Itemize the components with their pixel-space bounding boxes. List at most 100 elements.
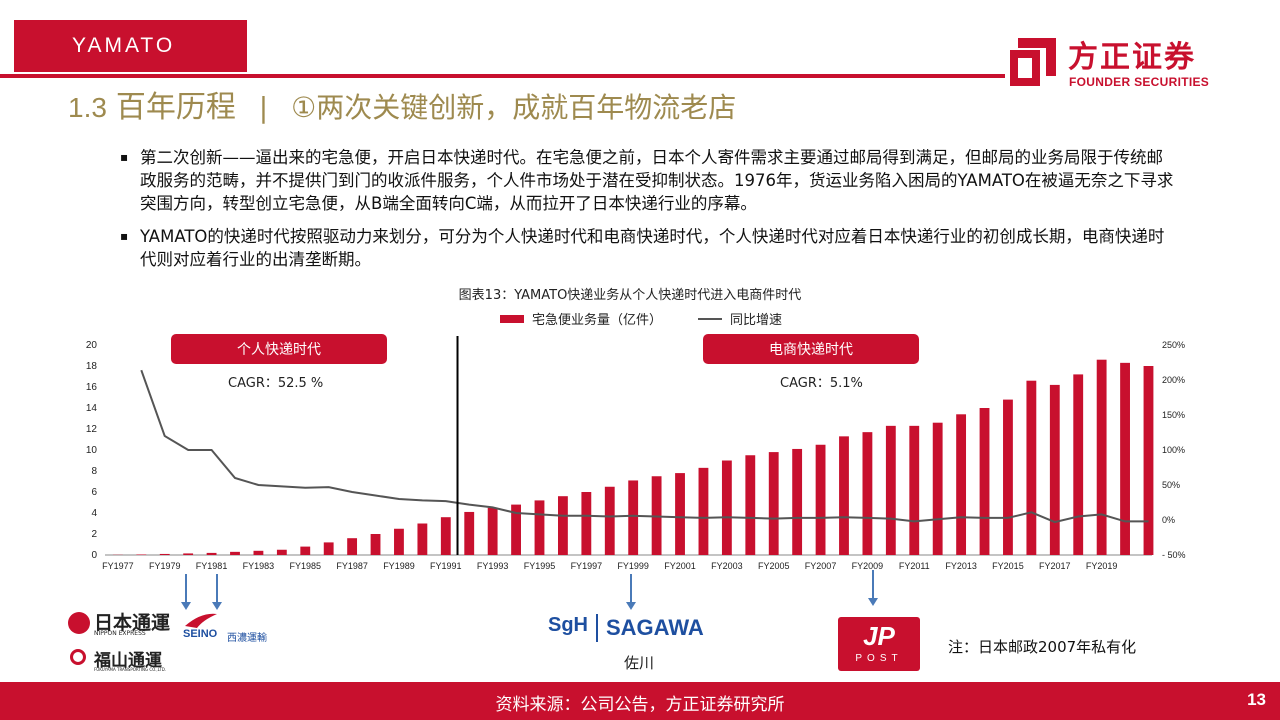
bar: [956, 414, 967, 555]
x-tick-label: FY2003: [711, 561, 743, 571]
nippon-express-name: 日本通運: [94, 612, 171, 634]
brand-name-cn: 方正证券: [1068, 40, 1196, 75]
seino-name: SEINO: [183, 628, 218, 640]
bar: [1026, 380, 1037, 555]
left-tick-label: 8: [91, 466, 97, 477]
bar: [675, 473, 685, 555]
bar: [909, 425, 920, 555]
legend-line-swatch: [698, 317, 723, 320]
bar: [487, 507, 498, 555]
japan-post-logo: JP POST: [838, 617, 920, 671]
bar: [230, 551, 240, 555]
right-tick-label: 0%: [1162, 515, 1175, 525]
bullet-item: 第二次创新——逼出来的宅急便，开启日本快递时代。在宅急便之前，日本个人寄件需求主…: [118, 146, 1178, 215]
bar: [885, 425, 896, 555]
bar: [862, 432, 873, 555]
page-title: 1.3 百年历程 | ①两次关键创新，成就百年物流老店: [68, 90, 768, 126]
founder-logo-icon: [1010, 38, 1056, 86]
right-tick-label: 200%: [1162, 375, 1185, 385]
right-tick-label: - 50%: [1162, 550, 1186, 560]
x-tick-label: FY1985: [289, 561, 321, 571]
bar: [768, 452, 779, 555]
x-tick-label: FY1981: [196, 561, 228, 571]
bar: [323, 542, 334, 555]
x-tick-label: FY2001: [664, 561, 696, 571]
bar: [206, 552, 217, 555]
growth-line: [140, 369, 1149, 524]
left-tick-label: 0: [91, 550, 97, 561]
bar: [1120, 362, 1130, 555]
left-tick-label: 10: [86, 445, 98, 456]
page-number: 13: [1247, 690, 1266, 709]
title-main: 百年历程: [115, 90, 236, 125]
chart-note: 注：日本邮政2007年私有化: [948, 638, 1137, 656]
sagawa-caption: 佐川: [624, 654, 655, 672]
bar: [253, 550, 264, 555]
fukuyama-en: FUKUYAMA TRANSPORTING CO.,LTD.: [94, 667, 167, 672]
arrow-icon: [212, 574, 222, 610]
bar: [417, 523, 428, 555]
fukuyama-name: 福山通運: [94, 651, 162, 671]
bar: [604, 486, 615, 555]
x-tick-label: FY1979: [149, 561, 181, 571]
x-tick-label: FY1999: [617, 561, 649, 571]
bar: [628, 480, 639, 555]
x-tick-label: FY1991: [430, 561, 462, 571]
x-tick-label: FY2019: [1086, 561, 1118, 571]
bar: [581, 492, 592, 555]
x-tick-label: FY2009: [852, 561, 884, 571]
nippon-emblem-icon: [68, 612, 90, 634]
bar: [464, 511, 475, 555]
left-tick-label: 14: [86, 403, 98, 414]
section-tag: YAMATO: [14, 20, 247, 72]
bar: [1143, 366, 1154, 555]
chart-legend: 宅急便业务量（亿件） 同比增速: [500, 309, 782, 328]
title-sub: ①两次关键创新，成就百年物流老店: [291, 91, 737, 124]
arrow-icon: [626, 574, 636, 610]
bar: [534, 500, 545, 555]
title-separator: |: [258, 91, 269, 124]
bar: [745, 455, 756, 555]
sagawa-logo: SgH SAGAWA: [548, 612, 728, 644]
bullet-list: 第二次创新——逼出来的宅急便，开启日本快递时代。在宅急便之前，日本个人寄件需求主…: [118, 146, 1178, 281]
left-tick-label: 6: [91, 487, 97, 498]
left-tick-label: 2: [91, 529, 97, 540]
era-badge-ecommerce: 电商快递时代: [703, 334, 919, 364]
bar: [440, 517, 451, 555]
footer: 资料来源：公司公告，方正证券研究所 13: [0, 682, 1280, 720]
x-tick-label: FY1983: [243, 561, 275, 571]
bar: [276, 549, 287, 555]
bar: [394, 528, 404, 555]
x-tick-label: FY1995: [524, 561, 556, 571]
sagawa-name: SAGAWA: [606, 615, 704, 640]
x-tick-label: FY2015: [992, 561, 1024, 571]
right-tick-label: 50%: [1162, 480, 1180, 490]
bar: [1003, 399, 1013, 555]
brand-name-en: FOUNDER SECURITIES: [1069, 75, 1210, 89]
fukuyama-emblem-icon: [70, 649, 86, 665]
chart-plot: 0 2 4 6 8 10 12 14 16 18 20 - 50% 0% 50% 100% 150% 200% 2…: [86, 336, 1186, 571]
x-tick-label: FY1977: [102, 561, 134, 571]
bar: [815, 444, 826, 555]
bar: [347, 538, 358, 555]
legend-line-label: 同比增速: [730, 313, 783, 328]
footer-source: 资料来源：公司公告，方正证券研究所: [495, 695, 785, 715]
bar: [183, 553, 194, 555]
x-tick-label: FY2007: [805, 561, 837, 571]
x-tick-label: FY1997: [571, 561, 603, 571]
left-tick-label: 4: [91, 508, 97, 519]
left-tick-label: 20: [86, 340, 98, 351]
left-tick-label: 18: [86, 361, 98, 372]
legend-bar-swatch: [500, 314, 524, 323]
x-tick-label: FY2013: [945, 561, 977, 571]
bullet-item: YAMATO的快递时代按照驱动力来划分，可分为个人快递时代和电商快递时代，个人快…: [118, 225, 1178, 271]
sagawa-divider: [596, 614, 598, 642]
x-tick-label: FY2017: [1039, 561, 1071, 571]
sagawa-mark: SgH: [548, 614, 588, 636]
header-rule: [0, 74, 1005, 78]
jp-post-word: POST: [855, 653, 903, 664]
right-tick-label: 100%: [1162, 445, 1185, 455]
legend-bar-label: 宅急便业务量（亿件）: [532, 313, 663, 328]
jp-post-mark: JP: [863, 621, 895, 651]
arrow-icon: [181, 574, 191, 610]
